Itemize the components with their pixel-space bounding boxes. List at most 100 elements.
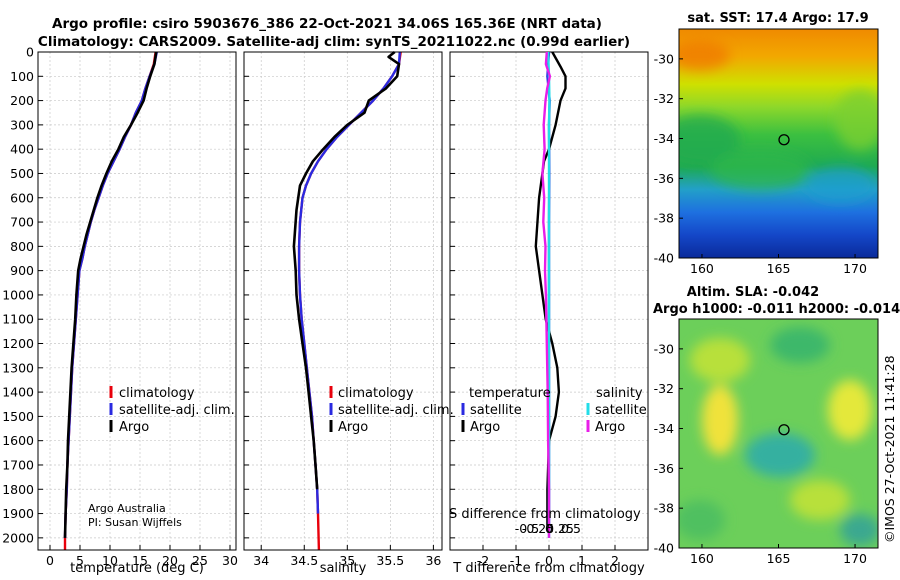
- legend-label-satellite-adj: satellite-adj. clim.: [338, 403, 454, 418]
- credit-org: Argo Australia: [88, 502, 166, 515]
- sla-blob: [690, 338, 750, 382]
- x-tick-label: -2: [477, 553, 489, 568]
- map-y-tick-label: -30: [654, 341, 674, 356]
- legend-label-satellite-adj: satellite-adj. clim.: [119, 403, 235, 418]
- series-line: [297, 51, 402, 551]
- x-tick-label: -1: [510, 553, 522, 568]
- map-x-tick-label: 160: [690, 551, 714, 566]
- y-tick-label: 1700: [2, 457, 34, 472]
- sst-blob: [679, 115, 740, 165]
- y-tick-label: 300: [10, 117, 34, 132]
- map-x-tick-label: 165: [767, 551, 791, 566]
- sst-blob: [710, 150, 810, 190]
- sla-blob: [745, 433, 815, 477]
- imos-watermark: ©IMOS 27-Oct-2021 11:41:28: [882, 355, 897, 543]
- x-tick-label: 0: [46, 553, 54, 568]
- sst-map-axes: 160 165 170 -30 -32 -34 -36 -38 -40: [654, 51, 867, 276]
- legend-label-climatology: climatology: [119, 386, 195, 401]
- s-tick-label: -0.25: [522, 521, 554, 536]
- sla-map-subtitle: Argo h1000: -0.011 h2000: -0.014: [653, 302, 900, 317]
- s-tick-label: 0: [545, 521, 553, 536]
- y-tick-label: 1900: [2, 506, 34, 521]
- x-tick-label: 35: [339, 553, 355, 568]
- sla-blob: [790, 480, 850, 520]
- sla-blob: [828, 380, 872, 440]
- y-tick-label: 1600: [2, 433, 34, 448]
- difference-legend: temperature salinity satellite Argo sate…: [461, 386, 647, 435]
- salinity-panel: 34 34.5 35 35.5 36 salinity: [243, 50, 443, 576]
- map-x-tick-label: 170: [843, 261, 867, 276]
- legend-label-s-argo: Argo: [595, 420, 625, 435]
- map-x-tick-label: 160: [690, 261, 714, 276]
- sla-map-axes: 160 165 170 -30 -32 -34 -36 -38 -40: [654, 341, 867, 566]
- y-tick-label: 1500: [2, 409, 34, 424]
- x-tick-label: 15: [132, 553, 148, 568]
- y-tick-label: 800: [10, 239, 34, 254]
- series-line: [534, 51, 567, 526]
- legend-label-t-satellite: satellite: [470, 403, 522, 418]
- legend-label-climatology: climatology: [338, 386, 414, 401]
- temperature-legend: climatology satellite-adj. clim. Argo: [109, 386, 235, 435]
- difference-panel: -2 -1 0 1 2T difference from climatology -0.5…: [449, 51, 649, 576]
- y-tick-label: 1800: [2, 482, 34, 497]
- x-tick-label: 1: [578, 553, 586, 568]
- x-tick-label: 2: [611, 553, 619, 568]
- y-tick-label: 500: [10, 166, 34, 181]
- sst-blob: [805, 167, 875, 203]
- map-y-tick-label: -32: [654, 381, 674, 396]
- panel-frame: [37, 51, 237, 551]
- legend-header-salinity: salinity: [596, 386, 643, 401]
- sst-map: [679, 29, 878, 258]
- sla-blob: [702, 385, 738, 455]
- legend-label-argo: Argo: [338, 420, 368, 435]
- y-tick-label: 600: [10, 190, 34, 205]
- map-y-tick-label: -36: [654, 171, 674, 186]
- x-tick-label: 30: [222, 553, 238, 568]
- argo-position-marker: [778, 424, 790, 436]
- map-y-tick-label: -34: [654, 131, 674, 146]
- x-tick-label: 0: [545, 553, 553, 568]
- sst-blob: [679, 40, 730, 70]
- sla-blob: [840, 514, 878, 546]
- x-tick-label: 36: [425, 553, 441, 568]
- x-tick-label: 34.5: [290, 553, 318, 568]
- y-tick-label: 1200: [2, 336, 34, 351]
- sst-blob: [835, 90, 878, 150]
- sla-blob: [679, 500, 725, 540]
- map-y-tick-label: -38: [654, 501, 674, 516]
- sla-blob: [770, 327, 830, 363]
- y-tick-label: 100: [10, 69, 34, 84]
- map-y-tick-label: -38: [654, 211, 674, 226]
- x-tick-label: 34: [253, 553, 269, 568]
- sla-map: [679, 319, 878, 548]
- map-y-tick-label: -32: [654, 91, 674, 106]
- map-y-tick-label: -36: [654, 461, 674, 476]
- legend-label-s-satellite: satellite: [595, 403, 647, 418]
- y-tick-label: 900: [10, 263, 34, 278]
- salinity-legend: climatology satellite-adj. clim. Argo: [329, 386, 454, 435]
- s-difference-axis-label: S difference from climatology: [449, 507, 641, 522]
- x-tick-label: 5: [76, 553, 84, 568]
- series-line: [63, 51, 158, 538]
- sla-map-title: Altim. SLA: -0.042: [687, 285, 819, 300]
- argo-position-marker: [778, 134, 790, 146]
- s-tick-label: 0.5: [561, 521, 581, 536]
- x-axis-label: salinity: [320, 561, 367, 576]
- panel-frame: [243, 51, 443, 551]
- map-x-tick-label: 165: [767, 261, 791, 276]
- y-tick-label: 2000: [2, 530, 34, 545]
- y-tick-label: 1400: [2, 385, 34, 400]
- map-y-tick-label: -40: [654, 541, 674, 556]
- s-tick-label: 0.25: [546, 521, 574, 536]
- legend-label-t-argo: Argo: [470, 420, 500, 435]
- x-axis-label: T difference from climatology: [452, 561, 645, 576]
- y-tick-label: 0: [26, 45, 34, 60]
- legend-header-temperature: temperature: [469, 386, 551, 401]
- map-y-tick-label: -30: [654, 51, 674, 66]
- y-tick-label: 200: [10, 93, 34, 108]
- x-tick-label: 35.5: [376, 553, 404, 568]
- figure-title-line2: Climatology: CARS2009. Satellite-adj cli…: [38, 34, 630, 50]
- y-tick-label: 1000: [2, 287, 34, 302]
- s-tick-label: -0.5: [515, 521, 539, 536]
- legend-label-argo: Argo: [119, 420, 149, 435]
